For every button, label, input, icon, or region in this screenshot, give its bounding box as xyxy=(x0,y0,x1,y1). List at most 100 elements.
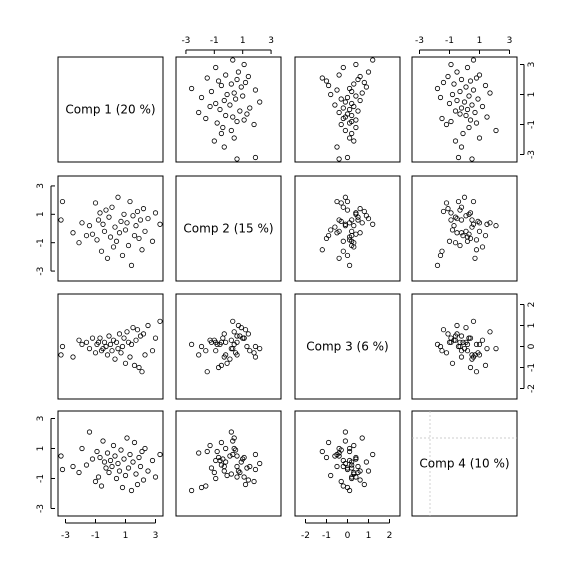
point-2 xyxy=(458,354,465,360)
point-31 xyxy=(334,451,340,458)
point-12 xyxy=(439,115,445,122)
point-41 xyxy=(142,352,148,358)
point-2 xyxy=(334,463,340,470)
point-18 xyxy=(346,106,353,113)
point-33 xyxy=(130,324,136,331)
point-4 xyxy=(231,445,237,452)
panel-comp-4-vs-comp-2 xyxy=(175,410,282,517)
point-26 xyxy=(119,343,126,350)
point-10 xyxy=(448,217,454,223)
point-39 xyxy=(139,448,145,455)
point-26 xyxy=(344,94,351,101)
diagonal-label: Comp 4 (10 %) xyxy=(419,457,509,471)
panel-frame xyxy=(57,410,164,517)
left-tick-label: 1 xyxy=(36,446,46,452)
point-10 xyxy=(234,474,240,480)
panel-comp-2-vs-comp-1 xyxy=(57,175,164,282)
point-43 xyxy=(213,457,219,464)
point-19 xyxy=(458,204,465,210)
point-31 xyxy=(252,87,259,93)
point-5 xyxy=(460,232,466,239)
point-40 xyxy=(445,206,451,212)
right-tick-label: -3 xyxy=(527,150,537,159)
point-43 xyxy=(340,64,346,71)
point-1 xyxy=(59,466,66,473)
point-34 xyxy=(131,232,138,239)
point-11 xyxy=(353,117,359,123)
point-43 xyxy=(213,64,219,71)
point-35 xyxy=(351,81,357,87)
point-4 xyxy=(476,341,483,347)
point-32 xyxy=(346,487,353,494)
point-19 xyxy=(109,204,115,210)
point-30 xyxy=(349,242,355,249)
point-5 xyxy=(83,339,90,345)
point-39 xyxy=(319,247,325,253)
point-16 xyxy=(472,109,478,116)
point-15 xyxy=(103,465,109,471)
point-27 xyxy=(466,93,472,99)
point-21 xyxy=(469,102,475,108)
left-tick-label: -1 xyxy=(36,474,46,483)
point-45 xyxy=(370,57,376,63)
point-21 xyxy=(112,356,118,362)
point-28 xyxy=(328,472,334,479)
point-12 xyxy=(340,248,346,254)
point-25 xyxy=(475,96,481,102)
point-17 xyxy=(452,214,459,220)
point-0 xyxy=(469,156,475,162)
point-21 xyxy=(469,224,475,230)
point-19 xyxy=(109,463,115,470)
point-44 xyxy=(241,335,247,341)
point-39 xyxy=(204,75,210,81)
panel-comp-4-vs-comp-3 xyxy=(294,410,401,517)
point-3 xyxy=(76,469,82,476)
point-25 xyxy=(338,218,344,225)
point-35 xyxy=(228,471,234,477)
point-33 xyxy=(238,459,244,465)
point-13 xyxy=(230,114,236,120)
point-25 xyxy=(118,350,124,356)
point-16 xyxy=(104,450,111,456)
point-32 xyxy=(128,262,135,268)
point-44 xyxy=(241,474,247,480)
point-23 xyxy=(342,99,348,105)
point-36 xyxy=(134,208,141,215)
point-6 xyxy=(493,345,499,352)
right-tick-label: -1 xyxy=(527,120,537,129)
right-tick-label: 1 xyxy=(527,323,537,329)
point-26 xyxy=(119,252,126,259)
point-19 xyxy=(458,105,465,111)
point-3 xyxy=(452,138,459,144)
point-2 xyxy=(458,144,465,150)
point-23 xyxy=(461,99,468,105)
point-28 xyxy=(224,360,230,366)
point-36 xyxy=(440,208,447,215)
point-4 xyxy=(476,135,483,141)
point-42 xyxy=(365,468,372,474)
point-25 xyxy=(232,447,239,453)
point-16 xyxy=(196,109,202,116)
bottom-tick-label: -2 xyxy=(301,531,310,541)
point-31 xyxy=(334,87,340,93)
point-4 xyxy=(346,445,353,452)
point-38 xyxy=(137,217,144,223)
point-42 xyxy=(365,69,372,75)
point-6 xyxy=(86,345,93,352)
point-40 xyxy=(245,477,251,483)
point-30 xyxy=(457,242,463,249)
panel-frame xyxy=(294,175,401,282)
point-23 xyxy=(115,345,121,352)
bottom-tick-label: 1 xyxy=(123,531,129,541)
point-1 xyxy=(252,343,259,350)
point-22 xyxy=(349,100,355,107)
panel-comp-1-vs-comp-3 xyxy=(294,56,401,163)
point-41 xyxy=(476,72,483,78)
point-5 xyxy=(83,462,90,468)
point-34 xyxy=(482,82,489,89)
point-13 xyxy=(100,221,106,227)
point-6 xyxy=(493,223,499,229)
point-33 xyxy=(363,84,369,90)
point-16 xyxy=(336,255,342,261)
point-27 xyxy=(353,211,359,217)
